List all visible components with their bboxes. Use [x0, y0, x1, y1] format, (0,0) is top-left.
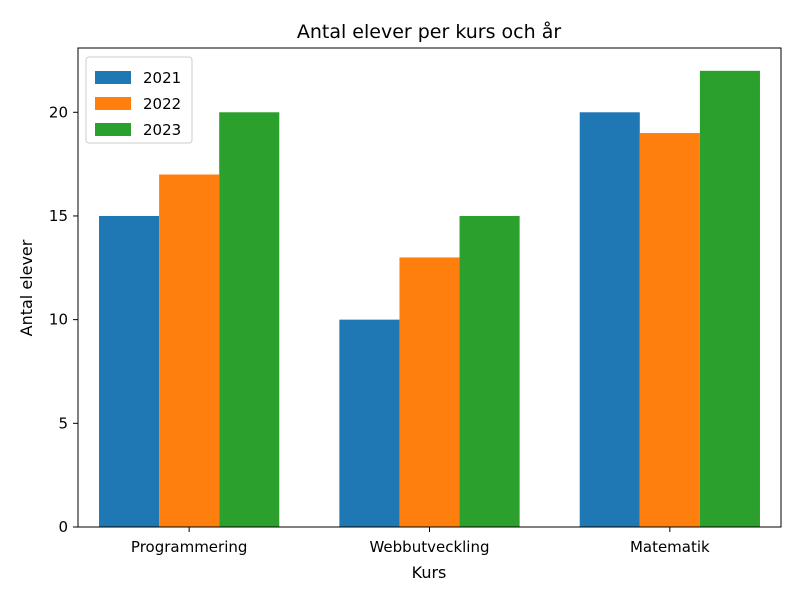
- bar-2021-programmering: [99, 215, 160, 527]
- y-tick-label: 20: [49, 103, 68, 121]
- y-tick-label: 5: [58, 414, 68, 432]
- bars-layer: [99, 70, 760, 528]
- legend-swatch-2021: [95, 71, 131, 84]
- bar-2022-webbutveckling: [399, 257, 460, 527]
- y-tick-label: 15: [49, 207, 68, 225]
- bar-2022-programmering: [159, 174, 220, 528]
- bar-2021-matematik: [579, 112, 640, 527]
- y-axis-label: Antal elever: [17, 239, 36, 336]
- y-tick-label: 0: [58, 518, 68, 536]
- legend-swatch-2022: [95, 97, 131, 110]
- axes-layer: 0 5 10 15 20 Programmering Webbutveckling Matem…: [49, 47, 782, 556]
- bar-2023-webbutveckling: [459, 215, 520, 527]
- legend-label-2021: 2021: [143, 69, 181, 87]
- x-tick-label: Programmering: [131, 538, 248, 556]
- legend-swatch-2023: [95, 123, 131, 136]
- bar-2021-webbutveckling: [339, 319, 400, 527]
- bar-2022-matematik: [639, 133, 700, 527]
- legend-label-2023: 2023: [143, 121, 181, 139]
- y-tick-label: 10: [49, 311, 68, 329]
- legend: 2021 2022 2023: [85, 56, 193, 144]
- x-axis-label: Kurs: [412, 563, 447, 582]
- x-tick-label: Matematik: [630, 538, 710, 556]
- x-tick-label: Webbutveckling: [369, 538, 489, 556]
- legend-label-2022: 2022: [143, 95, 181, 113]
- bar-2023-matematik: [699, 70, 760, 527]
- chart-title: Antal elever per kurs och år: [297, 20, 562, 43]
- bar-2023-programmering: [219, 112, 280, 527]
